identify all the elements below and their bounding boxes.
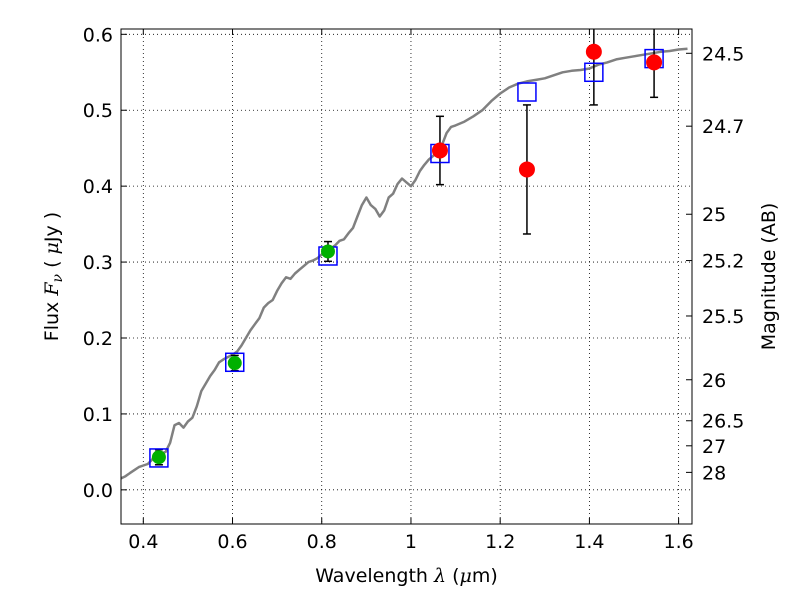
- observed-optical-point: [227, 356, 242, 371]
- axis-ticks: 0.4 0.6 0.8 1 1.2 1.4 1.6 0.0 0.1 0.2 0.3 0.4 0.5 0.6…: [83, 24, 745, 553]
- observed-optical-point: [320, 244, 335, 259]
- y-tick-label: 0.1: [83, 404, 113, 426]
- magnitude-tick-label: 26.5: [702, 411, 744, 433]
- observed-optical-point: [151, 450, 166, 465]
- model-band-square: [149, 448, 169, 468]
- y-axis-label: Flux Fν ( μJy ): [41, 212, 66, 341]
- observed-nir-point: [518, 161, 535, 178]
- gridlines: [121, 29, 692, 524]
- y-tick-label: 0.0: [83, 480, 113, 502]
- x-tick-label: 0.8: [307, 531, 337, 553]
- magnitude-tick-label: 25.2: [702, 251, 744, 273]
- y-tick-label: 0.5: [83, 100, 113, 122]
- observed-nir-point: [431, 142, 448, 159]
- magnitude-tick-label: 24.7: [702, 116, 744, 138]
- model-band-square: [225, 352, 245, 373]
- magnitude-tick-label: 26: [702, 370, 726, 392]
- y-tick-label: 0.4: [83, 176, 113, 198]
- magnitude-tick-label: 28: [702, 462, 726, 484]
- magnitude-tick-label: 24.5: [702, 43, 744, 65]
- x-tick-label: 0.4: [128, 531, 158, 553]
- model-spectrum: [120, 47, 688, 480]
- x-tick-label: 0.6: [217, 531, 247, 553]
- x-tick-label: 1: [405, 531, 417, 553]
- y-tick-label: 0.6: [83, 24, 113, 46]
- y-tick-label: 0.3: [83, 252, 113, 274]
- model-spectrum-line: [120, 47, 688, 480]
- x-axis-label: Wavelength λ (μm): [315, 565, 498, 587]
- model-band-square: [584, 62, 604, 83]
- model-band-markers: [149, 48, 664, 468]
- right-axis-label: Magnitude (AB): [758, 203, 780, 351]
- x-tick-label: 1.2: [485, 531, 515, 553]
- plot-frame: [120, 28, 693, 525]
- observed-nir-point: [646, 54, 663, 71]
- model-band-square: [517, 82, 537, 102]
- magnitude-tick-label: 25: [702, 204, 726, 226]
- x-tick-label: 1.4: [574, 531, 604, 553]
- magnitude-tick-label: 25.5: [702, 306, 744, 328]
- observed-points: [151, 43, 663, 465]
- x-tick-label: 1.6: [664, 531, 694, 553]
- y-tick-label: 0.2: [83, 328, 113, 350]
- magnitude-tick-label: 27: [702, 436, 726, 458]
- observed-nir-point: [585, 43, 602, 60]
